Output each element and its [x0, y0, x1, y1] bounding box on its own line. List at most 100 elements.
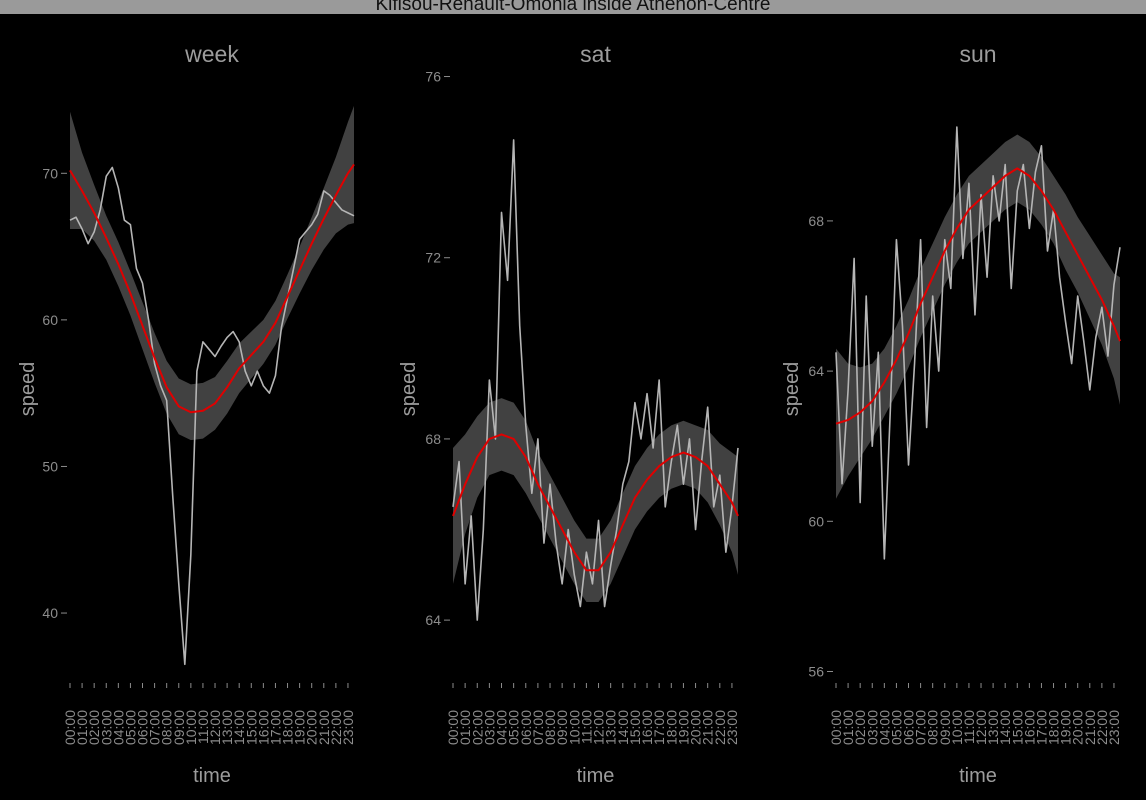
x-tick-label: 11:00 [195, 710, 211, 744]
x-axis-title: time [193, 765, 231, 787]
x-tick-label: 14:00 [615, 710, 631, 745]
x-tick-label: 17:00 [651, 710, 667, 745]
y-tick-label: 64 [425, 612, 441, 628]
x-tick-label: 06:00 [135, 710, 151, 745]
confidence-band [70, 105, 354, 441]
x-tick-label: 03:00 [864, 710, 880, 745]
x-tick-label: 21:00 [316, 710, 332, 745]
x-tick-label: 18:00 [663, 710, 679, 745]
panel-sat: sat speed time 64 68 72 76 00:0001:0002:0003:00… [398, 41, 740, 787]
y-tick-label: 50 [42, 458, 58, 474]
x-tick-label: 20:00 [304, 710, 320, 745]
x-tick-label: 04:00 [876, 710, 892, 745]
y-tick-label: 70 [42, 165, 58, 181]
x-tick-label: 20:00 [688, 710, 704, 745]
y-tick-label: 60 [808, 513, 824, 529]
x-tick-label: 18:00 [280, 710, 296, 745]
x-tick-label: 07:00 [913, 710, 929, 745]
x-tick-label: 09:00 [937, 710, 953, 745]
x-tick-label: 01:00 [840, 710, 856, 745]
x-tick-label: 19:00 [1058, 710, 1074, 745]
x-tick-label: 02:00 [852, 710, 868, 745]
x-tick-label: 04:00 [110, 710, 126, 745]
panel-title: sun [959, 41, 996, 67]
x-tick-label: 15:00 [243, 710, 259, 745]
x-tick-label: 10:00 [566, 710, 582, 745]
x-tick-label: 18:00 [1046, 710, 1062, 745]
x-axis-title: time [959, 765, 997, 787]
x-tick-label: 15:00 [627, 710, 643, 745]
x-tick-label: 01:00 [457, 710, 473, 745]
panel-week: week speed time 40 50 60 70 00:0001:0002:0003:0… [17, 41, 356, 787]
y-axis-title: speed [781, 362, 803, 417]
x-tick-label: 07:00 [147, 710, 163, 745]
x-tick-label: 17:00 [267, 710, 283, 745]
x-tick-label: 11:00 [578, 710, 594, 744]
x-tick-label: 01:00 [74, 710, 90, 745]
x-tick-label: 05:00 [506, 710, 522, 745]
chart-title: Kifisou-Renault-Omonia inside Athenon-Ce… [375, 0, 771, 14]
y-tick-label: 72 [425, 250, 441, 266]
y-axis-title: speed [17, 362, 39, 417]
y-tick-label: 68 [808, 213, 824, 229]
y-tick-label: 56 [808, 663, 824, 679]
y-tick-label: 76 [425, 69, 441, 85]
confidence-band [836, 134, 1120, 499]
x-tick-label: 12:00 [207, 710, 223, 745]
smoothed-trend-line [69, 163, 355, 414]
x-tick-label: 11:00 [961, 710, 977, 744]
x-tick-label: 05:00 [888, 710, 904, 745]
x-tick-label: 14:00 [231, 710, 247, 745]
x-tick-label: 20:00 [1070, 710, 1086, 745]
x-tick-label: 14:00 [997, 710, 1013, 745]
y-tick-label: 68 [425, 431, 441, 447]
x-tick-label: 06:00 [901, 710, 917, 745]
raw-speed-line [69, 166, 355, 666]
x-tick-label: 13:00 [219, 710, 235, 745]
panel-sun: sun speed time 56 60 64 68 00:0001:0002:0003:00… [781, 41, 1122, 787]
x-tick-label: 16:00 [639, 710, 655, 745]
x-tick-label: 13:00 [985, 710, 1001, 745]
raw-speed-line [835, 126, 1121, 560]
x-tick-label: 19:00 [675, 710, 691, 745]
chart-title-bar: Kifisou-Renault-Omonia inside Athenon-Ce… [0, 0, 1146, 14]
x-tick-label: 09:00 [171, 710, 187, 745]
x-tick-label: 10:00 [949, 710, 965, 745]
smoothed-trend-line [835, 167, 1121, 425]
x-tick-label: 22:00 [1094, 710, 1110, 745]
x-tick-label: 00:00 [828, 710, 844, 745]
x-tick-label: 08:00 [542, 710, 558, 745]
x-tick-label: 09:00 [554, 710, 570, 745]
x-tick-label: 23:00 [724, 710, 740, 745]
confidence-band [453, 398, 738, 602]
x-tick-label: 03:00 [98, 710, 114, 745]
panel-title: sat [580, 41, 611, 67]
x-tick-label: 02:00 [86, 710, 102, 745]
x-tick-label: 08:00 [159, 710, 175, 745]
x-tick-label: 12:00 [973, 710, 989, 745]
y-tick-label: 40 [42, 605, 58, 621]
panel-title: week [184, 41, 239, 67]
y-tick-label: 60 [42, 312, 58, 328]
x-tick-label: 03:00 [481, 710, 497, 745]
x-tick-label: 08:00 [925, 710, 941, 745]
x-tick-label: 05:00 [122, 710, 138, 745]
x-tick-label: 17:00 [1033, 710, 1049, 745]
x-tick-label: 22:00 [328, 710, 344, 745]
raw-speed-line [452, 139, 739, 621]
x-tick-label: 16:00 [255, 710, 271, 745]
x-tick-label: 04:00 [494, 710, 510, 745]
x-tick-label: 19:00 [292, 710, 308, 745]
smoothed-trend-line [452, 433, 739, 572]
x-tick-label: 12:00 [591, 710, 607, 745]
x-tick-label: 10:00 [183, 710, 199, 745]
x-tick-label: 07:00 [530, 710, 546, 745]
y-axis-title: speed [398, 362, 420, 417]
x-tick-label: 13:00 [603, 710, 619, 745]
x-tick-label: 00:00 [62, 710, 78, 745]
x-tick-label: 22:00 [712, 710, 728, 745]
x-tick-label: 15:00 [1009, 710, 1025, 745]
x-axis-title: time [577, 765, 615, 787]
x-tick-label: 23:00 [340, 710, 356, 745]
